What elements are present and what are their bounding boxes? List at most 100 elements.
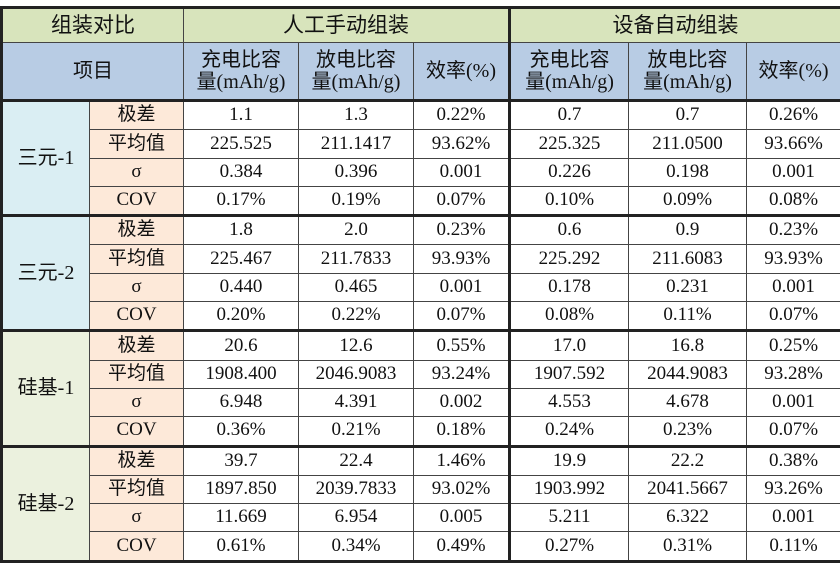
table-cell: 1907.592 [510, 360, 629, 388]
table-cell: 225.467 [184, 245, 299, 273]
table-cell: 211.6083 [629, 245, 747, 273]
table-cell: 0.07% [747, 417, 840, 446]
table-cell: 0.31% [629, 532, 747, 561]
table-cell: 2039.7833 [299, 475, 414, 503]
table-cell: 0.09% [629, 186, 747, 215]
table-cell: 0.07% [747, 302, 840, 331]
table-cell: 20.6 [184, 331, 299, 360]
table-cell: 2041.5667 [629, 475, 747, 503]
table-cell: 16.8 [629, 331, 747, 360]
table-cell: 2046.9083 [299, 360, 414, 388]
table-cell: 0.38% [747, 446, 840, 475]
table-cell: 22.4 [299, 446, 414, 475]
table-cell: 22.2 [629, 446, 747, 475]
table-cell: 93.66% [747, 130, 840, 158]
metric-label: 极差 [90, 101, 184, 130]
table-cell: 211.1417 [299, 130, 414, 158]
table-cell: 17.0 [510, 331, 629, 360]
table-cell: 93.93% [747, 245, 840, 273]
table-cell: 0.23% [747, 216, 840, 245]
table-cell: 6.954 [299, 504, 414, 532]
group-label: 三元-1 [2, 101, 90, 216]
table-cell: 1.1 [184, 101, 299, 130]
table-cell: 0.001 [747, 504, 840, 532]
col-header: 放电比容量(mAh/g) [629, 43, 747, 101]
col-header: 效率(%) [747, 43, 840, 101]
table-cell: 2.0 [299, 216, 414, 245]
table-cell: 93.02% [414, 475, 510, 503]
metric-label: σ [90, 273, 184, 301]
metric-label: σ [90, 158, 184, 186]
table-cell: 211.7833 [299, 245, 414, 273]
metric-label: 平均值 [90, 475, 184, 503]
table-cell: 93.93% [414, 245, 510, 273]
table-cell: 0.384 [184, 158, 299, 186]
table-cell: 11.669 [184, 504, 299, 532]
table-cell: 0.9 [629, 216, 747, 245]
table-cell: 0.49% [414, 532, 510, 561]
table-cell: 1908.400 [184, 360, 299, 388]
metric-label: 平均值 [90, 130, 184, 158]
table-cell: 0.23% [414, 216, 510, 245]
table-cell: 0.25% [747, 331, 840, 360]
table-cell: 0.23% [629, 417, 747, 446]
table-cell: 225.325 [510, 130, 629, 158]
table-cell: 93.26% [747, 475, 840, 503]
table-cell: 4.391 [299, 388, 414, 416]
table-cell: 0.24% [510, 417, 629, 446]
table-cell: 2044.9083 [629, 360, 747, 388]
table-cell: 0.002 [414, 388, 510, 416]
table-cell: 0.7 [510, 101, 629, 130]
table-cell: 0.6 [510, 216, 629, 245]
table-cell: 0.19% [299, 186, 414, 215]
table-cell: 0.11% [629, 302, 747, 331]
metric-label: COV [90, 532, 184, 561]
table-cell: 0.55% [414, 331, 510, 360]
metric-label: 极差 [90, 446, 184, 475]
table-cell: 4.553 [510, 388, 629, 416]
metric-label: COV [90, 417, 184, 446]
table-cell: 0.61% [184, 532, 299, 561]
metric-label: σ [90, 388, 184, 416]
col-header: 充电比容量(mAh/g) [510, 43, 629, 101]
table-cell: 0.36% [184, 417, 299, 446]
table-cell: 225.525 [184, 130, 299, 158]
table-cell: 0.001 [747, 388, 840, 416]
header-auto: 设备自动组装 [510, 8, 840, 43]
table-cell: 0.10% [510, 186, 629, 215]
table-cell: 93.28% [747, 360, 840, 388]
metric-label: 平均值 [90, 245, 184, 273]
table-cell: 0.005 [414, 504, 510, 532]
table-cell: 1.46% [414, 446, 510, 475]
table-cell: 0.07% [414, 186, 510, 215]
table-cell: 0.17% [184, 186, 299, 215]
table-cell: 0.27% [510, 532, 629, 561]
table-cell: 0.7 [629, 101, 747, 130]
table-cell: 225.292 [510, 245, 629, 273]
metric-label: 平均值 [90, 360, 184, 388]
table-cell: 12.6 [299, 331, 414, 360]
table-cell: 0.20% [184, 302, 299, 331]
table-cell: 0.08% [510, 302, 629, 331]
table-cell: 0.198 [629, 158, 747, 186]
metric-label: COV [90, 186, 184, 215]
metric-label: COV [90, 302, 184, 331]
table-cell: 0.08% [747, 186, 840, 215]
table-cell: 6.322 [629, 504, 747, 532]
table-cell: 0.001 [747, 273, 840, 301]
metric-label: σ [90, 504, 184, 532]
table-cell: 5.211 [510, 504, 629, 532]
